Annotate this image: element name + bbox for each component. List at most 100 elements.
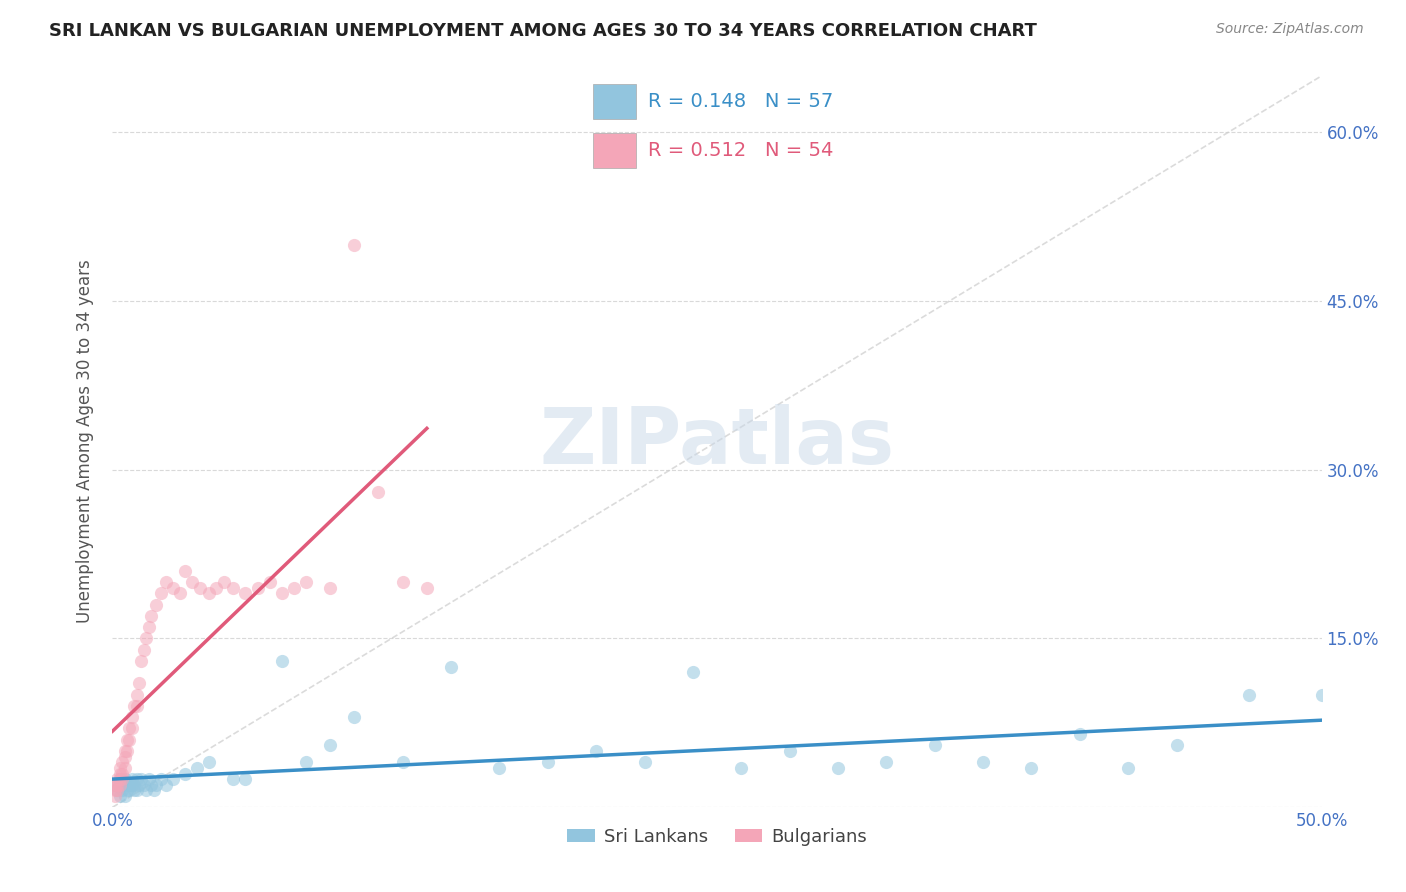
Point [145,778,167,792]
Point [730,761,752,775]
Point [222,581,245,595]
Point [1021,761,1043,775]
Point [391,756,413,770]
Point [125,772,148,786]
Point [125,783,148,797]
Point [1310,688,1333,702]
Point [174,766,197,780]
Point [122,778,145,792]
Point [108,772,131,786]
Point [181,575,204,590]
Point [105,772,128,786]
Point [235,586,257,600]
Point [141,778,163,792]
Point [104,778,127,792]
Point [270,654,292,668]
Point [121,772,143,786]
Point [149,586,172,600]
Legend: Sri Lankans, Bulgarians: Sri Lankans, Bulgarians [560,821,875,853]
Point [111,783,134,797]
Point [367,485,389,500]
Point [108,766,131,780]
Point [972,756,994,770]
Point [111,766,134,780]
Point [198,586,221,600]
Point [138,620,160,634]
Point [222,772,245,786]
Point [295,575,318,590]
Point [1166,739,1188,753]
Point [155,575,177,590]
Point [114,749,136,764]
Point [1116,761,1139,775]
Point [122,698,145,713]
Bar [593,84,636,119]
Point [141,609,163,624]
Point [488,761,510,775]
Point [319,739,342,753]
Point [111,756,134,770]
Point [149,772,172,786]
Point [198,756,221,770]
Text: R = 0.148   N = 57: R = 0.148 N = 57 [648,92,834,111]
Point [125,698,148,713]
Point [115,732,138,747]
Point [319,581,342,595]
Point [682,665,704,680]
Point [121,722,143,736]
Point [295,756,318,770]
Point [174,564,197,578]
Point [270,586,292,600]
Text: Source: ZipAtlas.com: Source: ZipAtlas.com [1216,22,1364,37]
Point [111,778,134,792]
Point [1237,688,1260,702]
Point [108,778,131,792]
Point [235,772,257,786]
Point [131,654,153,668]
Point [114,789,136,803]
Point [135,783,157,797]
Point [128,778,150,792]
Point [121,778,143,792]
Point [114,761,136,775]
Point [145,598,167,612]
Point [132,642,155,657]
Point [259,575,281,590]
Point [111,772,134,786]
Point [633,756,655,770]
Point [108,761,131,775]
Point [416,581,439,595]
Point [246,581,269,595]
Point [135,632,157,646]
Point [205,581,228,595]
Point [827,761,849,775]
Point [132,778,155,792]
Point [115,778,138,792]
Point [283,581,305,595]
Point [114,772,136,786]
Point [121,710,143,724]
Point [104,783,127,797]
Point [440,659,463,673]
Point [118,722,141,736]
Point [115,783,138,797]
Point [875,756,897,770]
Point [115,744,138,758]
Bar [593,133,636,168]
Point [105,783,128,797]
Y-axis label: Unemployment Among Ages 30 to 34 years: Unemployment Among Ages 30 to 34 years [76,260,94,624]
Point [131,772,153,786]
Point [118,778,141,792]
Text: SRI LANKAN VS BULGARIAN UNEMPLOYMENT AMONG AGES 30 TO 34 YEARS CORRELATION CHART: SRI LANKAN VS BULGARIAN UNEMPLOYMENT AMO… [49,22,1038,40]
Point [162,772,184,786]
Text: R = 0.512   N = 54: R = 0.512 N = 54 [648,141,834,161]
Point [585,744,607,758]
Point [188,581,211,595]
Point [343,710,366,724]
Point [118,783,141,797]
Point [125,688,148,702]
Point [104,789,127,803]
Point [537,756,560,770]
Point [142,783,165,797]
Text: ZIPatlas: ZIPatlas [540,403,894,480]
